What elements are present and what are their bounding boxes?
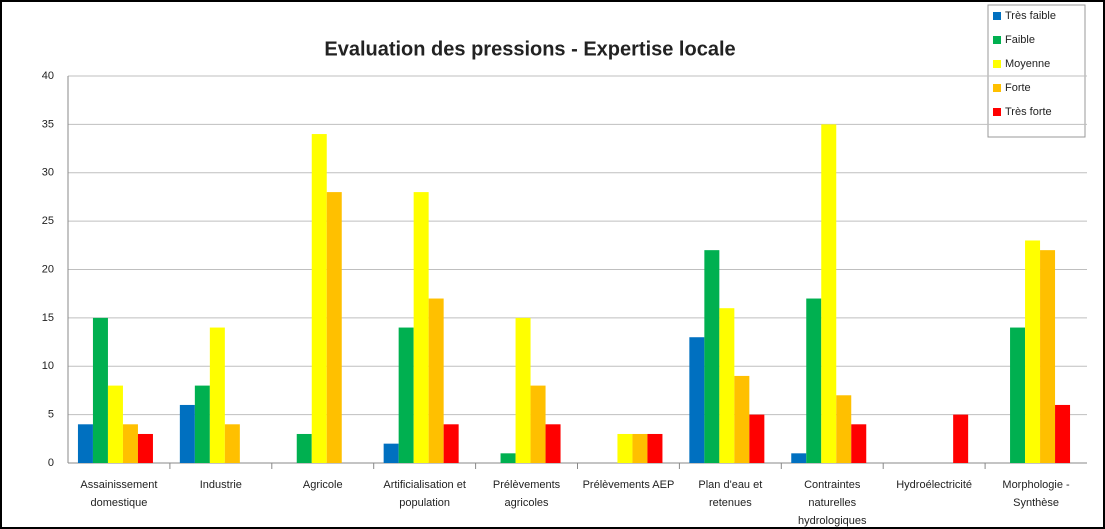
bar [791,453,807,463]
y-tick-label: 0 [48,457,54,469]
legend-box [987,4,1086,138]
y-tick-label: 15 [42,312,54,324]
bar [224,424,240,463]
bar [398,327,414,463]
bar [500,453,516,463]
bar [617,433,633,463]
x-tick-label: Contraintes naturelles hydrologiques [798,479,867,527]
legend-label: Très faible [1005,10,1056,22]
legend-label: Forte [1005,82,1031,94]
bar [749,414,765,463]
x-tick-label: Agricole [303,479,343,491]
y-tick-label: 25 [42,215,54,227]
x-tick-label: Industrie [200,479,242,491]
x-tick-label: Morphologie -Synthèse [1002,479,1070,509]
legend-swatch [993,108,1001,116]
bar [296,433,312,463]
bar [326,192,342,463]
legend-swatch [993,60,1001,68]
x-tick-label: Prélèvements agricoles [493,479,561,509]
bar [137,433,153,463]
legend-label: Moyenne [1005,58,1050,70]
y-tick-label: 30 [42,167,54,179]
bar [122,424,138,463]
bar [953,414,969,463]
bar [806,298,822,463]
bar [632,433,648,463]
bar [530,385,546,463]
bar [515,317,531,463]
chart-title: Evaluation des pressions - Expertise loc… [324,38,735,60]
y-tick-label: 20 [42,263,54,275]
y-tick-label: 10 [42,360,54,372]
legend-label: Très forte [1005,106,1052,118]
bar [647,433,663,463]
bar [1010,327,1026,463]
bar [311,134,327,464]
bar [209,327,225,463]
bar [428,298,444,463]
bar [821,124,837,463]
bar [443,424,459,463]
legend-label: Faible [1005,34,1035,46]
x-tick-label: Prélèvements AEP [583,479,675,491]
legend-swatch [993,12,1001,20]
bar [1055,404,1071,463]
legend-swatch [993,84,1001,92]
bar [92,317,108,463]
x-tick-label: Artificialisation et population [383,479,466,509]
bar [719,308,735,463]
y-tick-label: 40 [42,70,54,82]
bar [836,395,852,463]
bar [107,385,123,463]
bar [704,250,720,463]
legend-swatch [993,36,1001,44]
x-tick-label: Assainissement domestique [80,479,157,509]
bar [734,375,750,463]
y-tick-label: 5 [48,409,54,421]
x-tick-label: Hydroélectricité [896,479,972,491]
bar [545,424,561,463]
bar [194,385,210,463]
bar [413,192,429,463]
x-tick-label: Plan d'eau et retenues [698,479,762,509]
bar [689,337,705,463]
bar [77,424,93,463]
bar [179,404,195,463]
y-tick-label: 35 [42,118,54,130]
bar [1025,240,1041,463]
bar [851,424,867,463]
bar [1040,250,1056,463]
bar [383,443,399,463]
